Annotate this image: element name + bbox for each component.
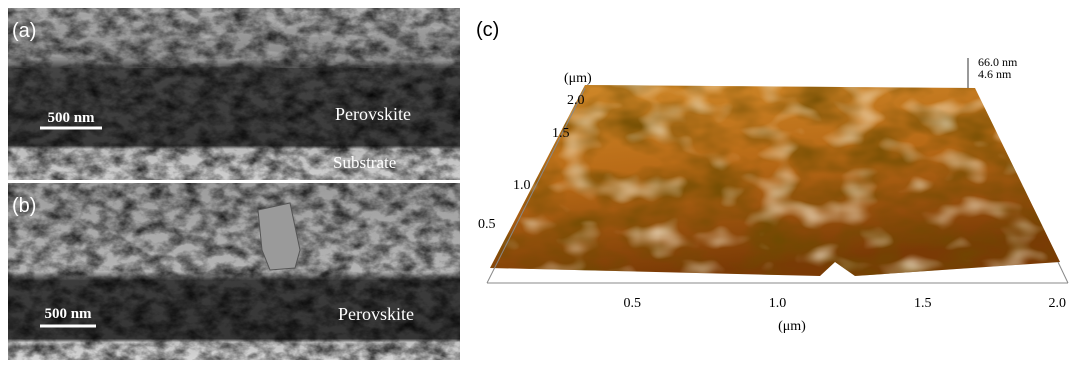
sem-texture [8, 183, 460, 360]
y-unit: (μm) [564, 71, 592, 86]
panel-label: (b) [12, 195, 36, 217]
y-tick-label: 1.0 [513, 178, 531, 193]
x-tick-label: 1.5 [914, 296, 932, 311]
afm-highlight [480, 80, 1070, 280]
scale-bar-label: 500 nm [44, 306, 92, 322]
sem-panel-b: (b) 500 nm Perovskite [8, 183, 460, 360]
y-tick-label: 2.0 [567, 93, 585, 108]
x-tick-labels: 0.5 1.0 1.5 2.0 [624, 296, 1067, 311]
x-tick-label: 2.0 [1049, 296, 1067, 311]
page: (a) 500 nm Perovskite Substrate (b) 500 … [0, 0, 1081, 367]
x-unit: (μm) [778, 319, 806, 334]
panel-label: (a) [12, 20, 36, 42]
axis-edge [1058, 262, 1068, 283]
layer-label: Substrate [333, 153, 396, 172]
panel-label: (c) [476, 19, 499, 41]
layer-label: Perovskite [338, 304, 414, 324]
afm-panel-c: (c) 66.0 nm 4.6 nm (μm) (μm) 2.01.51.00.… [476, 19, 1070, 334]
figure: (a) 500 nm Perovskite Substrate (b) 500 … [0, 0, 1081, 367]
scale-bar-label: 500 nm [47, 110, 95, 126]
z-scale-min: 4.6 nm [978, 67, 1012, 81]
sem-panel-a: (a) 500 nm Perovskite Substrate [8, 8, 460, 180]
x-tick-label: 1.0 [769, 296, 787, 311]
layer-label: Perovskite [335, 104, 411, 124]
sem-texture [8, 8, 460, 68]
y-tick-label: 1.5 [552, 126, 570, 141]
x-tick-label: 0.5 [624, 296, 642, 311]
y-tick-label: 0.5 [478, 217, 496, 232]
